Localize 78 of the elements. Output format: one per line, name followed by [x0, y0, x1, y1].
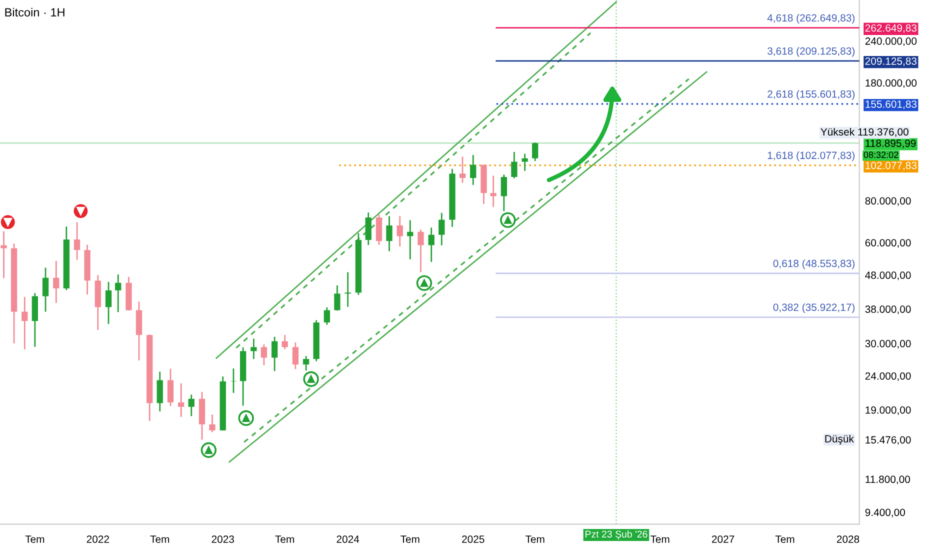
x-tick-label: Tem: [150, 536, 170, 543]
y-tick-label: 102.077,83: [866, 162, 917, 170]
candlestick: [230, 368, 237, 394]
x-tick-label: Tem: [400, 536, 420, 543]
candlestick: [250, 338, 257, 360]
candlestick: [74, 222, 80, 261]
y-tick-label: 24.000,00: [865, 372, 911, 381]
candlestick: [53, 260, 60, 304]
candlestick: [522, 153, 528, 172]
x-tick-label: Tem: [650, 536, 670, 543]
x-tick-label: 2025: [462, 536, 484, 543]
annotation: 0,618 (48.553,83): [773, 260, 854, 270]
annotation: 2,618 (155.601,83): [768, 90, 854, 100]
candlestick: [209, 414, 216, 433]
x-tick-label: Tem: [25, 536, 44, 543]
candlestick: [470, 154, 476, 186]
y-tick-label: 209.125,83: [865, 57, 917, 66]
text: Bitcoin · 1H: [5, 8, 64, 17]
candlestick: [500, 174, 508, 212]
candlestick: [407, 219, 414, 260]
candlestick: [511, 151, 518, 179]
candlestick: [178, 382, 184, 418]
y-tick-label: 118.895,99: [866, 140, 916, 148]
y-tick-label: 240.000,00: [865, 37, 917, 46]
annotation: 0,382 (35.922,17): [773, 303, 854, 314]
x-tick-label: 2022: [86, 536, 109, 543]
candlestick: [167, 368, 174, 407]
candlestick: [156, 371, 163, 412]
x-tick-label: 2024: [336, 536, 360, 543]
y-tick-label: 15.476,00: [866, 436, 911, 445]
x-tick-label: 2028: [836, 536, 860, 543]
y-tick-label: 155.601,83: [866, 100, 917, 110]
y-tick-label: 30.000,00: [865, 340, 911, 349]
x-tick-label: 2027: [712, 536, 734, 543]
annotation: 1,618 (102.077,83): [768, 151, 854, 162]
y-tick-label: 60.000,00: [865, 239, 911, 248]
y-tick-label: 80.000,00: [865, 197, 911, 206]
candlestick: [532, 142, 538, 162]
candlestick: [344, 272, 351, 308]
candlestick: [271, 336, 278, 372]
text: 08:32:02: [864, 152, 898, 158]
x-tick-label: Tem: [775, 536, 794, 543]
candlestick: [396, 215, 403, 248]
candlestick: [260, 344, 268, 366]
ref-line-label: Pzt 23 Şub '26: [586, 530, 648, 540]
annotation: Düşük: [825, 434, 854, 445]
candlestick: [105, 281, 112, 325]
annotation: 4,618 (262.649,83): [767, 14, 854, 24]
candlestick: [490, 175, 496, 208]
y-tick-label: 262.649,83: [865, 24, 917, 33]
candlestick: [42, 266, 49, 312]
x-tick-label: Tem: [525, 536, 544, 543]
y-tick-label: 9.400,00: [865, 508, 905, 518]
candlestick: [292, 342, 299, 370]
candlestick: [365, 212, 372, 246]
x-tick-label: Tem: [275, 536, 294, 543]
candlestick: [302, 355, 310, 372]
candlestick: [324, 306, 330, 326]
y-tick-label: 180.000,00: [866, 79, 917, 88]
annotation: Yüksek 119.376,00: [820, 128, 908, 137]
candlestick: [459, 156, 466, 184]
candlestick: [282, 334, 288, 350]
y-tick-label: 19.000,00: [866, 406, 911, 415]
candlestick: [0, 230, 7, 279]
candlestick: [438, 212, 445, 246]
annotation: 3,618 (209.125,83): [768, 47, 854, 57]
y-tick-label: 38.000,00: [865, 306, 911, 314]
x-tick-label: 2023: [212, 536, 234, 543]
candlestick: [376, 214, 382, 246]
candlestick: [22, 296, 28, 350]
candlestick: [188, 394, 194, 417]
candlestick: [386, 215, 392, 252]
y-tick-label: 48.000,00: [865, 272, 911, 280]
candlestick: [428, 226, 434, 263]
candlestick: [115, 274, 122, 313]
candlestick: [418, 228, 424, 273]
candlestick: [334, 284, 340, 312]
y-tick-label: 11.800,00: [866, 476, 910, 484]
